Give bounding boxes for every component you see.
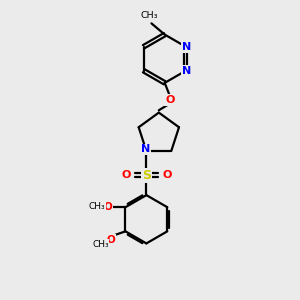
Text: CH₃: CH₃ (88, 202, 105, 211)
Text: O: O (162, 170, 172, 180)
Text: O: O (121, 170, 130, 180)
Text: N: N (182, 66, 191, 76)
Text: O: O (165, 95, 175, 105)
Text: CH₃: CH₃ (92, 240, 109, 249)
Text: CH₃: CH₃ (140, 11, 158, 20)
Text: O: O (107, 235, 116, 244)
Text: N: N (182, 42, 191, 52)
Text: O: O (103, 202, 112, 212)
Text: N: N (141, 145, 150, 154)
Text: S: S (142, 169, 151, 182)
